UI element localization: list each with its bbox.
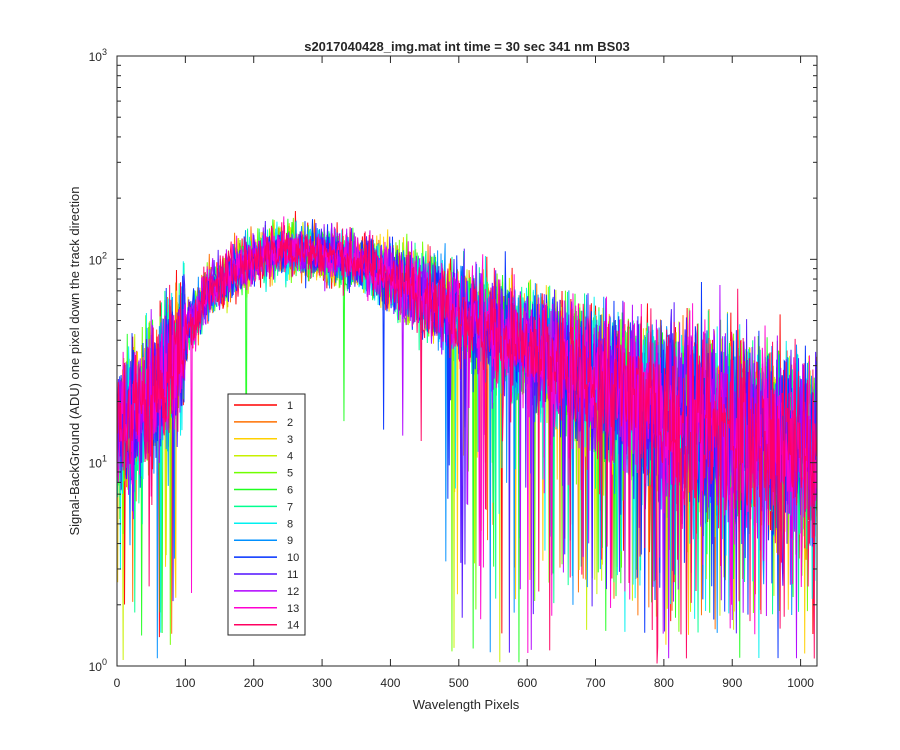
- y-tick-label: 103: [89, 47, 107, 64]
- x-tick-label: 900: [722, 676, 742, 690]
- axes-box: [116, 55, 818, 667]
- x-tick-label: 1000: [787, 676, 814, 690]
- x-tick-label: 600: [517, 676, 537, 690]
- y-tick-label: 101: [89, 454, 107, 471]
- legend-label: 5: [287, 468, 293, 480]
- x-tick-label: 300: [312, 676, 332, 690]
- x-tick-label: 400: [380, 676, 400, 690]
- x-axis-ticks: 0 100 200 300 400 500 600 700 800 900 1000: [114, 56, 814, 690]
- x-tick-label: 200: [244, 676, 264, 690]
- legend-label: 8: [287, 518, 293, 530]
- legend-label: 3: [287, 434, 293, 446]
- x-tick-label: 0: [114, 676, 121, 690]
- x-tick-label: 100: [175, 676, 195, 690]
- legend-label: 2: [287, 417, 293, 429]
- y-axis-label: Signal-BackGround (ADU) one pixel down t…: [67, 186, 82, 535]
- series-line-14: [117, 222, 817, 664]
- legend-box: [227, 393, 306, 636]
- chart-title: s2017040428_img.mat int time = 30 sec 34…: [304, 39, 630, 54]
- legend-label: 9: [287, 535, 293, 547]
- legend-label: 11: [287, 569, 298, 581]
- legend-label: 6: [287, 485, 293, 497]
- legend-label: 13: [287, 603, 299, 615]
- legend-label: 12: [287, 586, 299, 598]
- legend-label: 1: [287, 400, 293, 412]
- x-tick-label: 500: [449, 676, 469, 690]
- legend-label: 10: [287, 552, 299, 564]
- x-axis-label: Wavelength Pixels: [413, 697, 520, 712]
- x-tick-label: 800: [654, 676, 674, 690]
- x-tick-label: 700: [586, 676, 606, 690]
- series-lines: [117, 210, 817, 664]
- legend-label: 7: [287, 501, 293, 513]
- y-tick-label: 100: [89, 657, 107, 674]
- legend-label: 14: [287, 620, 299, 632]
- legend-label: 4: [287, 451, 293, 463]
- y-tick-label: 102: [89, 250, 107, 267]
